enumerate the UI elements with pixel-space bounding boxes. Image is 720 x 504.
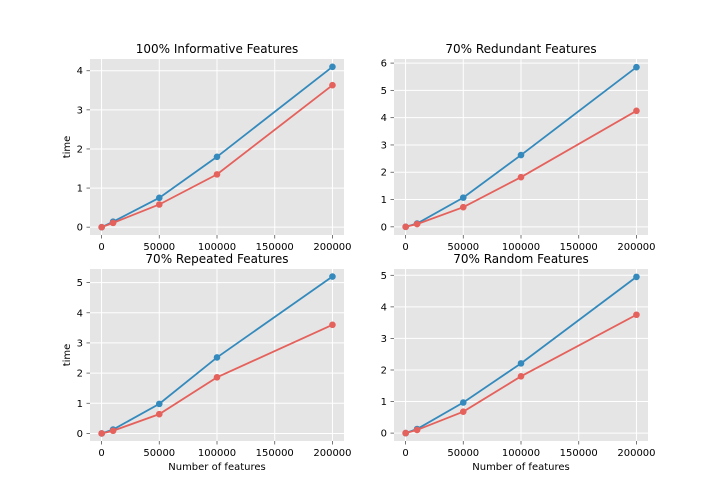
data-point xyxy=(633,311,640,319)
x-tick-label: 50000 xyxy=(143,242,175,253)
y-tick-label: 3 xyxy=(77,105,83,116)
data-point xyxy=(155,194,163,202)
data-point xyxy=(98,223,105,231)
y-tick-label: 3 xyxy=(381,140,387,151)
x-tick-label: 100000 xyxy=(198,242,236,253)
data-point xyxy=(402,429,409,437)
y-tick-label: 2 xyxy=(77,369,83,380)
y-tick-label: 6 xyxy=(381,59,387,70)
x-tick-label: 150000 xyxy=(560,448,598,459)
y-axis-label: time xyxy=(62,136,73,159)
data-point xyxy=(213,354,221,361)
data-point xyxy=(155,201,163,208)
y-tick-label: 0 xyxy=(77,429,83,440)
x-tick-label: 50000 xyxy=(447,448,479,459)
x-axis-label: Number of features xyxy=(472,462,569,473)
data-point xyxy=(413,426,421,434)
x-tick-label: 0 xyxy=(402,448,408,459)
y-tick-label: 1 xyxy=(381,195,387,206)
subplot-4: 0 50000 100000 150000 200000 0 1 2 3 4 5 70% Random… xyxy=(381,252,656,473)
data-point xyxy=(413,220,421,228)
y-tick-label: 0 xyxy=(77,223,83,234)
data-point xyxy=(155,410,163,418)
data-point xyxy=(329,273,336,280)
subplot-title: 100% Informative Features xyxy=(136,42,299,56)
x-tick-label: 100000 xyxy=(198,448,236,459)
y-tick-label: 5 xyxy=(381,271,387,282)
y-axis-label: time xyxy=(62,344,73,367)
x-tick-label: 0 xyxy=(402,242,408,253)
data-point xyxy=(517,373,525,380)
data-point xyxy=(459,203,467,211)
y-tick-label: 5 xyxy=(77,278,83,289)
y-tick-label: 2 xyxy=(381,168,387,179)
y-tick-label: 2 xyxy=(77,144,83,155)
data-point xyxy=(329,81,336,89)
data-point xyxy=(329,321,336,329)
y-tick-label: 1 xyxy=(381,397,387,408)
y-tick-label: 0 xyxy=(381,429,387,440)
data-point xyxy=(459,399,467,406)
y-tick-label: 3 xyxy=(381,334,387,345)
data-point xyxy=(109,427,117,435)
data-point xyxy=(459,408,467,415)
subplot-title: 70% Redundant Features xyxy=(445,42,596,56)
subplot-title: 70% Random Features xyxy=(453,252,589,266)
data-point xyxy=(633,63,640,71)
data-point xyxy=(329,63,336,71)
data-point xyxy=(402,223,409,231)
x-tick-label: 150000 xyxy=(256,242,294,253)
x-tick-label: 200000 xyxy=(313,448,351,459)
y-tick-label: 2 xyxy=(381,365,387,376)
x-tick-label: 0 xyxy=(98,242,104,253)
data-point xyxy=(459,194,467,201)
y-tick-label: 3 xyxy=(77,338,83,349)
data-point xyxy=(517,173,525,181)
subplot-2: 0 50000 100000 150000 200000 0 1 2 3 4 5 6 70% Redun… xyxy=(381,42,656,253)
x-tick-label: 200000 xyxy=(617,242,655,253)
subplot-title: 70% Repeated Features xyxy=(145,252,288,266)
y-tick-label: 1 xyxy=(77,399,83,410)
x-tick-label: 200000 xyxy=(313,242,351,253)
x-tick-label: 150000 xyxy=(256,448,294,459)
data-point xyxy=(213,374,221,381)
data-point xyxy=(633,107,640,115)
x-tick-label: 200000 xyxy=(617,448,655,459)
data-point xyxy=(517,151,525,159)
x-tick-label: 50000 xyxy=(143,448,175,459)
x-tick-label: 50000 xyxy=(447,242,479,253)
y-tick-label: 5 xyxy=(381,86,387,97)
x-tick-label: 150000 xyxy=(560,242,598,253)
data-point xyxy=(109,219,117,227)
y-tick-label: 1 xyxy=(77,184,83,195)
y-tick-label: 4 xyxy=(381,113,387,124)
y-tick-label: 4 xyxy=(77,66,83,77)
x-tick-label: 100000 xyxy=(502,242,540,253)
x-tick-label: 100000 xyxy=(502,448,540,459)
subplot-3: 0 50000 100000 150000 200000 0 1 2 3 4 5 70% Repeat… xyxy=(62,252,352,473)
y-tick-label: 4 xyxy=(381,302,387,313)
x-tick-label: 0 xyxy=(98,448,104,459)
x-axis-label: Number of features xyxy=(168,462,265,473)
data-point xyxy=(155,400,163,408)
data-point xyxy=(98,430,105,437)
data-point xyxy=(213,153,221,161)
y-tick-label: 4 xyxy=(77,308,83,319)
subplot-1: 0 50000 100000 150000 200000 0 1 2 3 4 100% Inform… xyxy=(62,42,352,253)
data-point xyxy=(517,360,525,367)
y-tick-label: 0 xyxy=(381,222,387,233)
data-point xyxy=(633,273,640,281)
data-point xyxy=(213,171,221,178)
